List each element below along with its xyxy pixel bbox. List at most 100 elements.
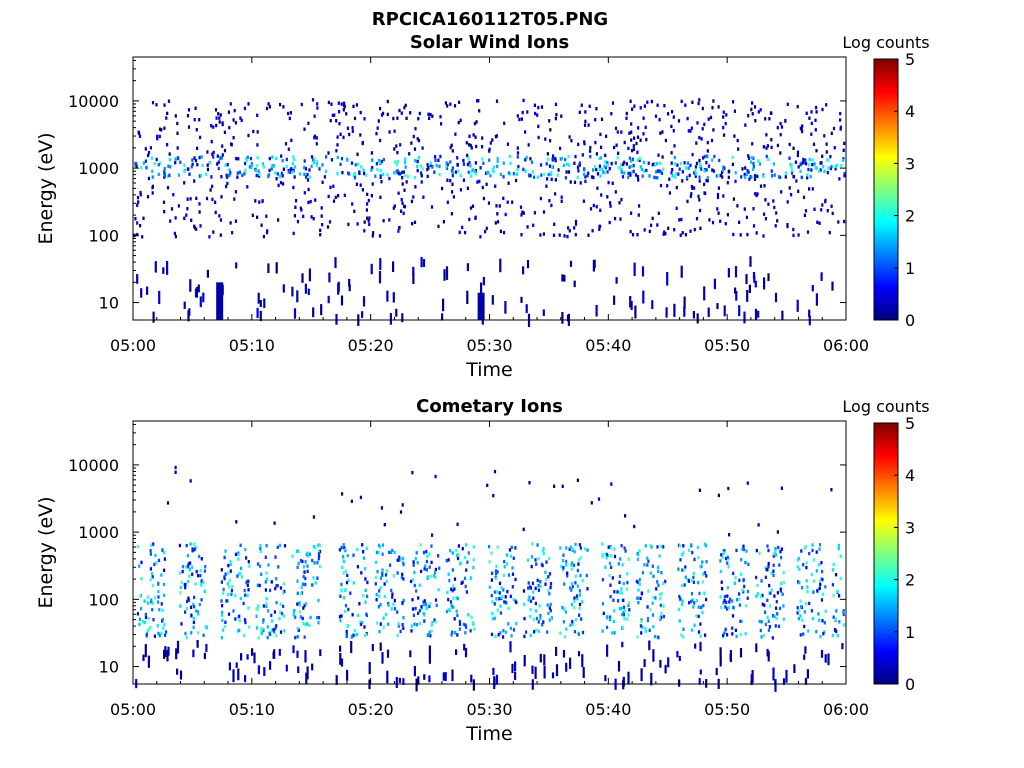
heatmap-cell bbox=[410, 141, 413, 145]
heatmap-cell bbox=[198, 118, 201, 122]
heatmap-cell bbox=[610, 482, 613, 486]
heatmap-cell bbox=[244, 620, 247, 625]
heatmap-cell bbox=[189, 197, 192, 201]
heatmap-cell bbox=[765, 567, 768, 572]
heatmap-cell bbox=[729, 653, 732, 661]
heatmap-cell bbox=[465, 568, 468, 572]
heatmap-cell bbox=[163, 167, 166, 171]
heatmap-cell bbox=[626, 572, 629, 576]
heatmap-cell bbox=[451, 149, 454, 153]
y-tick-label: 1000 bbox=[78, 523, 119, 542]
heatmap-cell bbox=[449, 145, 452, 150]
heatmap-cell bbox=[554, 192, 557, 196]
heatmap-cell bbox=[410, 199, 413, 204]
heatmap-cell bbox=[229, 569, 232, 573]
heatmap-cell bbox=[648, 174, 651, 178]
heatmap-cell bbox=[555, 664, 559, 677]
heatmap-cell bbox=[652, 595, 655, 600]
heatmap-cell bbox=[503, 121, 506, 125]
heatmap-cell bbox=[344, 603, 348, 608]
heatmap-cell bbox=[672, 129, 675, 133]
heatmap-cell bbox=[630, 300, 633, 310]
heatmap-cell bbox=[726, 586, 729, 590]
heatmap-cell bbox=[246, 583, 249, 587]
heatmap-cell bbox=[573, 630, 576, 634]
heatmap-cell bbox=[447, 597, 450, 602]
heatmap-cell bbox=[290, 167, 293, 171]
heatmap-cell bbox=[291, 286, 294, 297]
heatmap-cell bbox=[294, 615, 297, 619]
heatmap-cell bbox=[571, 585, 574, 589]
x-tick-label: 05:20 bbox=[348, 336, 394, 355]
heatmap-cell bbox=[283, 629, 286, 633]
heatmap-cell bbox=[679, 233, 682, 237]
heatmap-cell bbox=[812, 558, 815, 562]
heatmap-cell bbox=[445, 266, 449, 280]
heatmap-cell bbox=[206, 167, 210, 172]
heatmap-cell bbox=[628, 608, 631, 612]
heatmap-cell bbox=[831, 633, 834, 638]
heatmap-cell bbox=[247, 560, 250, 564]
heatmap-cell bbox=[140, 288, 143, 298]
heatmap-cell bbox=[515, 178, 518, 183]
heatmap-cell bbox=[703, 169, 706, 173]
heatmap-cell bbox=[140, 577, 143, 581]
heatmap-cell bbox=[347, 607, 350, 612]
heatmap-cell bbox=[726, 555, 729, 559]
heatmap-cell bbox=[472, 545, 475, 549]
heatmap-cell bbox=[425, 568, 428, 572]
heatmap-cell bbox=[511, 663, 514, 673]
heatmap-cell bbox=[413, 583, 416, 588]
heatmap-cell bbox=[560, 195, 563, 199]
heatmap-cell bbox=[705, 679, 708, 688]
heatmap-cell bbox=[371, 158, 374, 162]
heatmap-cell bbox=[474, 169, 477, 173]
heatmap-cell bbox=[296, 591, 299, 595]
heatmap-cell bbox=[327, 295, 330, 304]
heatmap-cell bbox=[481, 185, 484, 190]
heatmap-cell bbox=[303, 570, 306, 574]
heatmap-cell bbox=[338, 548, 341, 552]
heatmap-cell bbox=[415, 623, 419, 627]
heatmap-cell bbox=[764, 566, 767, 570]
heatmap-cell bbox=[391, 548, 394, 553]
heatmap-cell bbox=[492, 165, 496, 169]
heatmap-cell bbox=[370, 151, 373, 155]
heatmap-cell bbox=[819, 168, 822, 172]
heatmap-cell bbox=[576, 597, 579, 601]
heatmap-cell bbox=[470, 146, 473, 150]
heatmap-cell bbox=[576, 165, 580, 169]
heatmap-cell bbox=[537, 557, 540, 561]
heatmap-cell bbox=[693, 186, 696, 190]
heatmap-cell bbox=[377, 543, 381, 548]
heatmap-cell bbox=[753, 105, 757, 109]
heatmap-cell bbox=[717, 211, 720, 215]
heatmap-cell bbox=[609, 554, 613, 558]
heatmap-cell bbox=[296, 219, 300, 224]
heatmap-cell bbox=[574, 233, 577, 237]
heatmap-cell bbox=[759, 594, 762, 599]
heatmap-cell bbox=[614, 216, 617, 221]
heatmap-cell bbox=[216, 162, 219, 166]
heatmap-cell bbox=[539, 196, 542, 201]
heatmap-cell bbox=[405, 180, 408, 184]
heatmap-cell bbox=[569, 260, 573, 267]
heatmap-cell bbox=[337, 101, 340, 105]
heatmap-cell bbox=[815, 149, 818, 153]
heatmap-cell bbox=[206, 150, 209, 154]
heatmap-cell bbox=[234, 552, 238, 557]
heatmap-cell bbox=[574, 219, 578, 224]
heatmap-cell bbox=[731, 599, 734, 603]
heatmap-cell bbox=[687, 166, 690, 170]
heatmap-cell bbox=[422, 550, 426, 555]
heatmap-cell bbox=[806, 590, 809, 594]
heatmap-cell bbox=[691, 100, 694, 104]
heatmap-cell bbox=[835, 163, 839, 168]
heatmap-cell bbox=[754, 192, 757, 196]
heatmap-cell bbox=[693, 171, 696, 175]
heatmap-cell bbox=[450, 143, 453, 147]
heatmap-cell bbox=[683, 161, 686, 165]
heatmap-cell bbox=[491, 138, 494, 142]
heatmap-cell bbox=[537, 124, 540, 129]
heatmap-cell bbox=[509, 594, 512, 599]
